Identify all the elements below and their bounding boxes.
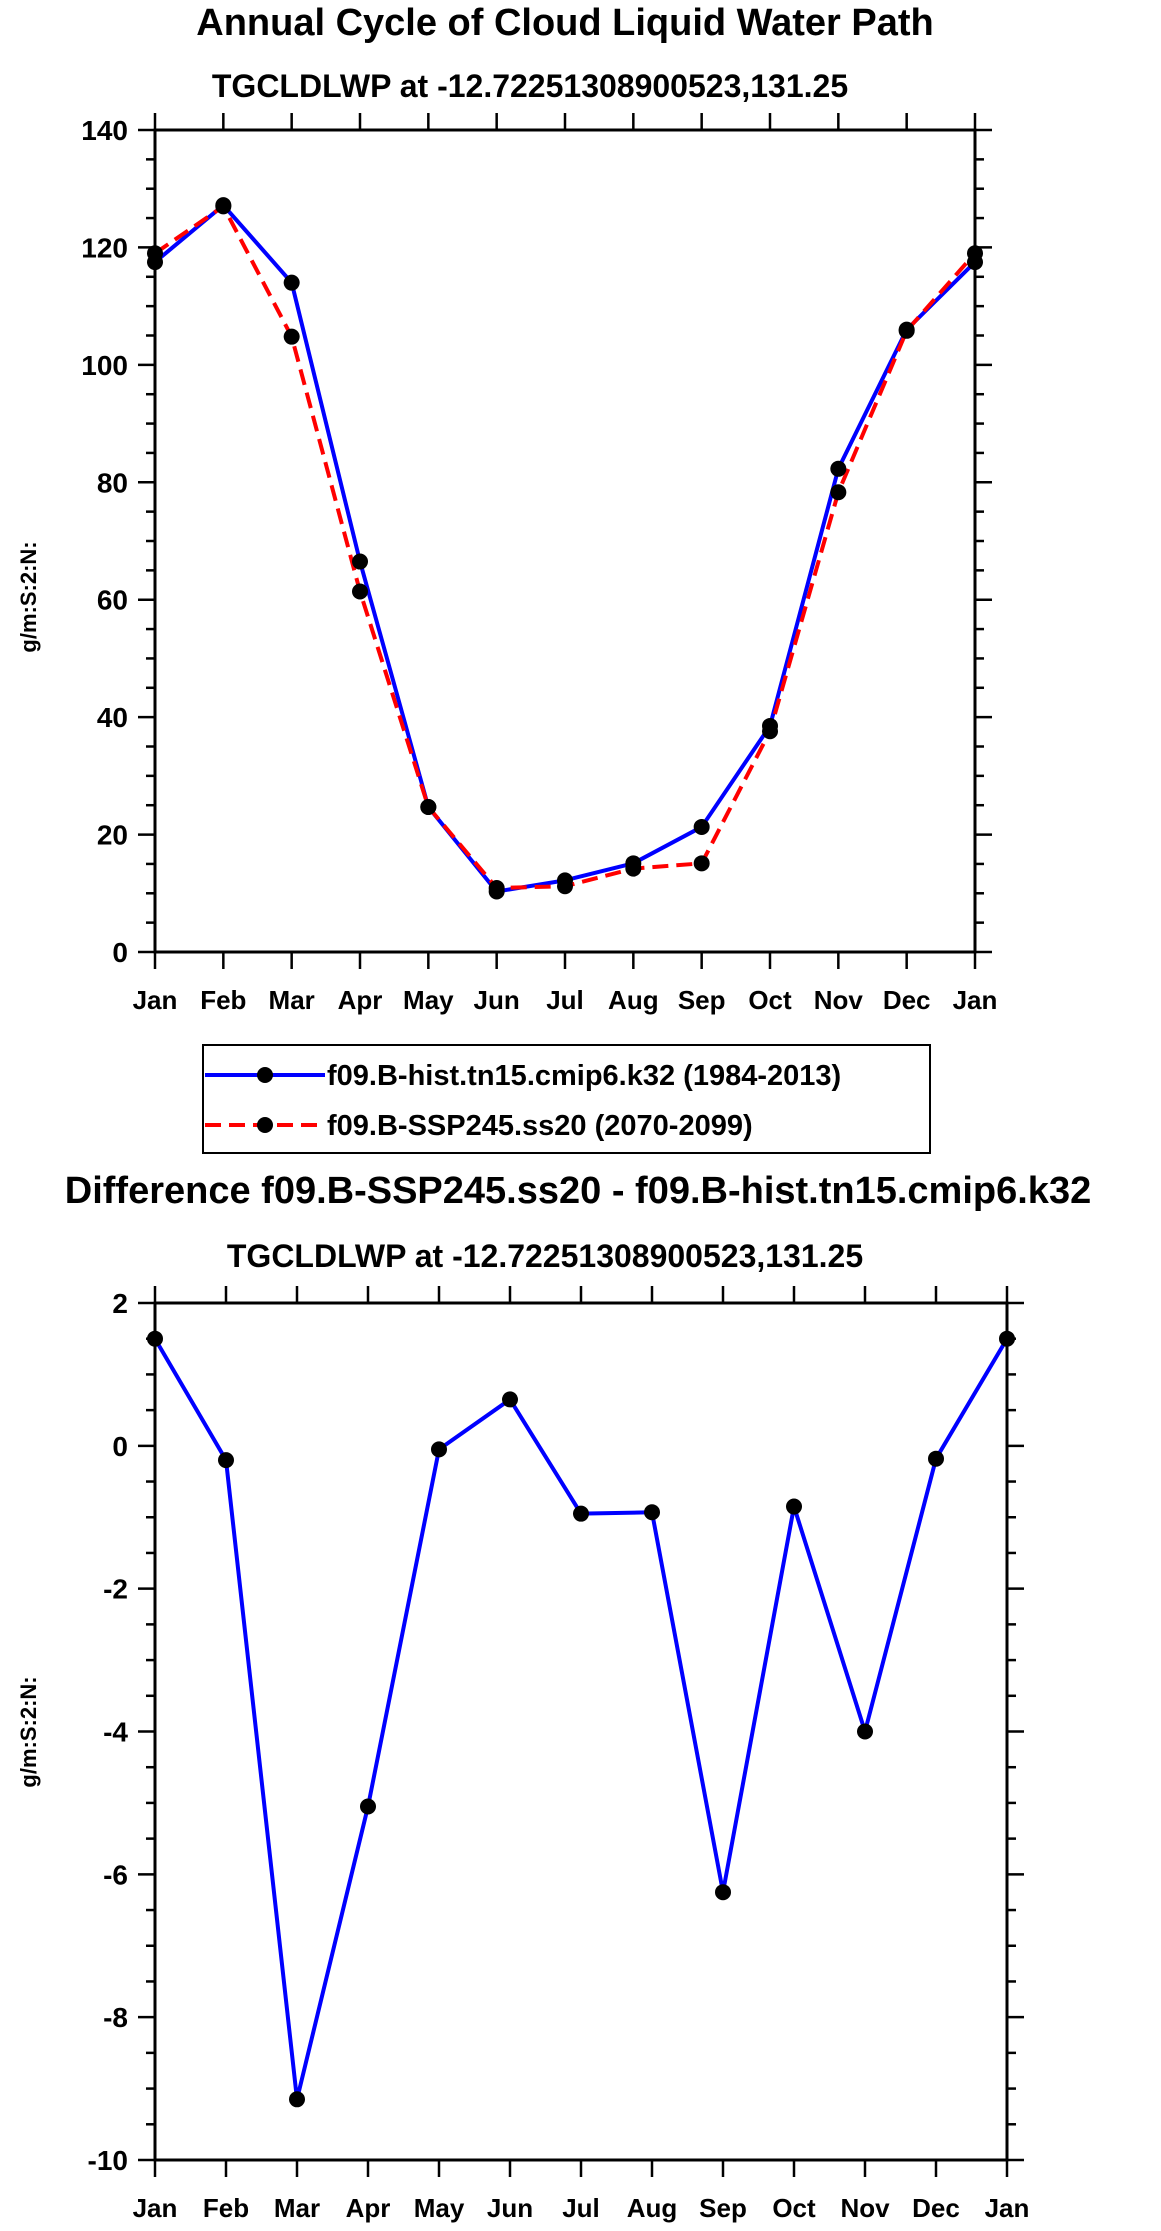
chart1-series-0-point	[360, 1798, 376, 1815]
chart1-ytick-label: -2	[103, 1574, 128, 1605]
chart1-series-0-point	[289, 2091, 305, 2108]
chart0-ytick-label: 40	[97, 702, 128, 733]
chart0-series-1-point	[215, 198, 232, 215]
chart0-series-0-point	[693, 818, 710, 835]
chart0-ytick-label: 60	[97, 585, 128, 616]
chart0-ytick-label: 140	[81, 115, 128, 146]
chart0-xtick-label: Oct	[748, 985, 792, 1015]
chart0-series-1-point	[898, 322, 915, 339]
chart1-xtick-label: May	[414, 2193, 465, 2223]
chart1-xtick-label: Feb	[203, 2193, 249, 2223]
chart1-series-0-point	[431, 1441, 447, 1458]
legend-ssp-marker	[257, 1117, 273, 1133]
legend: f09.B-hist.tn15.cmip6.k32 (1984-2013) f0…	[202, 1044, 931, 1154]
chart0-xtick-label: Jun	[474, 985, 520, 1015]
chart1-series-0-point	[999, 1330, 1015, 1347]
chart0-series-1-point	[420, 798, 437, 815]
bottom-chart-title: Difference f09.B-SSP245.ss20 - f09.B-his…	[65, 1170, 1091, 1212]
bottom-chart-plot: -10 -8 -6 -4 -2 0 2 Jan Feb Mar Apr May Jun Jul Aug Sep…	[88, 1286, 1030, 2223]
chart1-ytick-label: 0	[112, 1431, 128, 1462]
chart1-xtick-label: Dec	[912, 2193, 960, 2223]
top-chart-subtitle: TGCLDLWP at -12.72251308900523,131.25	[212, 68, 848, 104]
chart0-ytick-label: 20	[97, 820, 128, 851]
chart1-ytick-label: -8	[103, 2002, 128, 2033]
top-chart-title: Annual Cycle of Cloud Liquid Water Path	[196, 2, 934, 44]
bottom-chart-ylabel: g/m:S:2:N:	[16, 1676, 41, 1787]
chart0-series-0-point	[283, 274, 300, 291]
chart0-series-1-point	[488, 880, 505, 897]
chart1-xtick-label: Apr	[346, 2193, 391, 2223]
chart0-series-1-point	[762, 723, 778, 740]
chart0-series-1-point	[352, 583, 368, 600]
legend-hist-marker	[257, 1067, 273, 1083]
chart0-series-1-point	[967, 245, 983, 262]
chart1-series-0-line	[153, 1337, 1009, 2102]
chart1-ytick-label: -10	[88, 2145, 128, 2176]
chart1-ytick-label: 2	[112, 1288, 128, 1319]
chart1-ytick-label: -4	[103, 1717, 128, 1748]
chart1-series-0-point	[928, 1450, 944, 1467]
chart0-xtick-label: Mar	[269, 985, 315, 1015]
chart0-series-1-line	[153, 204, 977, 891]
chart0-series-0-point	[352, 553, 368, 570]
chart0-xtick-label: Dec	[883, 985, 931, 1015]
chart1-xtick-label: Jan	[133, 2193, 178, 2223]
chart1-series-0-point	[715, 1884, 731, 1901]
chart0-ytick-label: 0	[112, 937, 128, 968]
chart1-xtick-label: Jan	[985, 2193, 1030, 2223]
chart1-series-0-point	[218, 1452, 234, 1469]
top-chart-ylabel: g/m:S:2:N:	[16, 541, 41, 652]
chart1-series-0-point	[786, 1498, 802, 1515]
chart0-xtick-label: Aug	[608, 985, 659, 1015]
chart1-xtick-label: Oct	[772, 2193, 816, 2223]
legend-hist-label: f09.B-hist.tn15.cmip6.k32 (1984-2013)	[327, 1060, 841, 1092]
chart1-xtick-label: Nov	[840, 2193, 890, 2223]
bottom-chart-subtitle: TGCLDLWP at -12.72251308900523,131.25	[227, 1238, 863, 1274]
chart0-xtick-label: Feb	[200, 985, 246, 1015]
chart1-xtick-label: Jun	[487, 2193, 533, 2223]
chart0-xtick-label: Jan	[953, 985, 998, 1015]
chart0-series-1-point	[693, 855, 710, 872]
legend-box	[202, 1044, 931, 1154]
chart1-xtick-label: Mar	[274, 2193, 320, 2223]
chart0-xtick-label: Jul	[546, 985, 584, 1015]
chart0-series-1-point	[557, 878, 573, 895]
chart0-xtick-label: Sep	[678, 985, 726, 1015]
chart1-series-0-point	[857, 1723, 873, 1740]
chart1-series-0-point	[644, 1504, 660, 1521]
chart0-series-1-point	[830, 484, 847, 501]
chart1-xtick-label: Sep	[699, 2193, 747, 2223]
chart0-ytick-label: 80	[97, 467, 128, 498]
chart1-xtick-label: Aug	[627, 2193, 678, 2223]
chart0-series-0-point	[830, 460, 847, 477]
chart0-xtick-label: Nov	[814, 985, 864, 1015]
chart1-ytick-label: -6	[103, 1859, 128, 1890]
chart0-xtick-label: May	[403, 985, 454, 1015]
chart0-ytick-label: 120	[81, 232, 128, 263]
chart1-frame	[153, 1301, 1009, 2162]
chart1-series-0-point	[147, 1330, 163, 1347]
chart0-series-1-point	[625, 860, 642, 877]
chart0-xtick-label: Jan	[133, 985, 178, 1015]
legend-ssp-label: f09.B-SSP245.ss20 (2070-2099)	[327, 1110, 753, 1142]
chart1-series-0-point	[573, 1505, 589, 1522]
chart0-series-1-point	[147, 245, 163, 262]
chart1-series-0-point	[502, 1391, 518, 1408]
chart0-xtick-label: Apr	[338, 985, 383, 1015]
chart1-xtick-label: Jul	[562, 2193, 600, 2223]
chart0-series-1-point	[283, 328, 300, 345]
top-chart-plot: 0 20 40 60 80 100 120 140 Jan Feb Mar Apr May Jun Jul A…	[81, 113, 997, 1015]
chart0-ytick-label: 100	[81, 350, 128, 381]
chart0-frame	[153, 128, 977, 954]
